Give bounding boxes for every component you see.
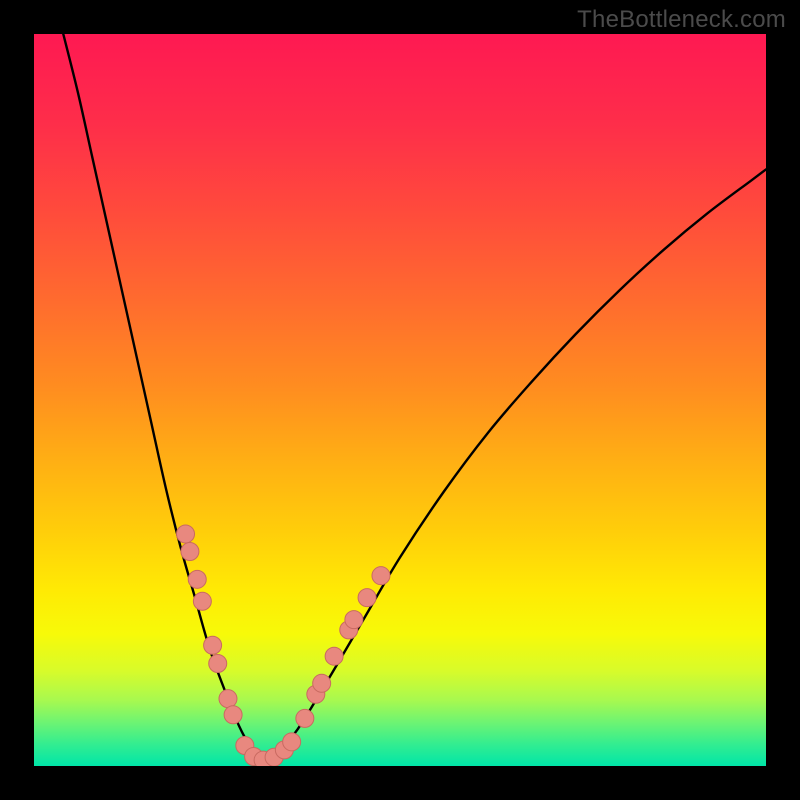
data-marker (358, 589, 376, 607)
data-marker (224, 706, 242, 724)
data-marker (177, 525, 195, 543)
watermark-label: TheBottleneck.com (577, 6, 786, 34)
data-marker (193, 592, 211, 610)
data-marker (188, 570, 206, 588)
data-marker (313, 674, 331, 692)
plot-area (34, 34, 766, 766)
data-marker (219, 690, 237, 708)
data-marker (283, 733, 301, 751)
gradient-background (34, 34, 766, 766)
chart-svg (34, 34, 766, 766)
data-marker (181, 543, 199, 561)
data-marker (209, 655, 227, 673)
chart-container: TheBottleneck.com (0, 0, 800, 800)
data-marker (372, 567, 390, 585)
data-marker (345, 611, 363, 629)
data-marker (296, 709, 314, 727)
data-marker (204, 636, 222, 654)
data-marker (325, 647, 343, 665)
